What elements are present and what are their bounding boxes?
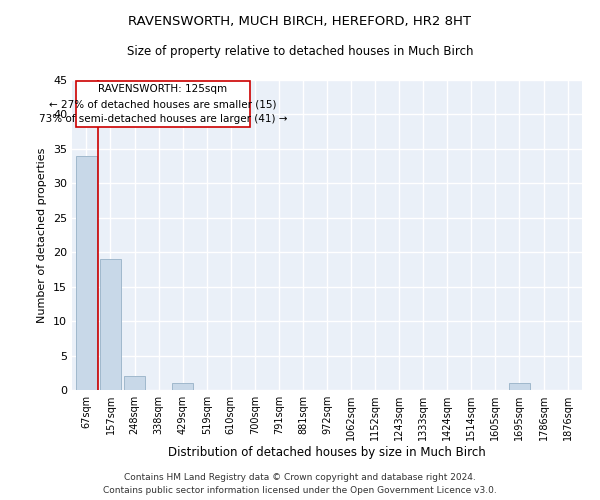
- Text: RAVENSWORTH, MUCH BIRCH, HEREFORD, HR2 8HT: RAVENSWORTH, MUCH BIRCH, HEREFORD, HR2 8…: [128, 15, 472, 28]
- Text: Size of property relative to detached houses in Much Birch: Size of property relative to detached ho…: [127, 45, 473, 58]
- X-axis label: Distribution of detached houses by size in Much Birch: Distribution of detached houses by size …: [168, 446, 486, 459]
- FancyBboxPatch shape: [76, 82, 250, 127]
- Y-axis label: Number of detached properties: Number of detached properties: [37, 148, 47, 322]
- Text: RAVENSWORTH: 125sqm
← 27% of detached houses are smaller (15)
73% of semi-detach: RAVENSWORTH: 125sqm ← 27% of detached ho…: [38, 84, 287, 124]
- Bar: [100, 259, 121, 390]
- Bar: [76, 156, 97, 390]
- Bar: [509, 383, 530, 390]
- Bar: [124, 376, 145, 390]
- Text: Contains HM Land Registry data © Crown copyright and database right 2024.
Contai: Contains HM Land Registry data © Crown c…: [103, 474, 497, 495]
- Bar: [172, 383, 193, 390]
